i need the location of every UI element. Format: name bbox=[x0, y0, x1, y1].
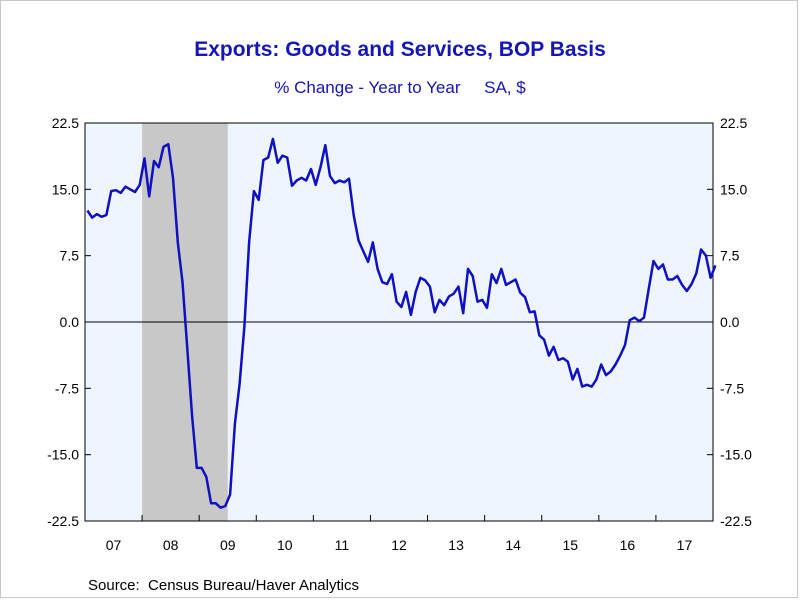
x-tick-label: 17 bbox=[677, 537, 693, 553]
chart-subtitle: % Change - Year to Year SA, $ bbox=[0, 78, 800, 98]
x-tick-label: 14 bbox=[505, 537, 521, 553]
y-tick-label-right: 7.5 bbox=[720, 248, 740, 264]
x-tick-label: 13 bbox=[448, 537, 464, 553]
source-note: Source: Census Bureau/Haver Analytics bbox=[88, 577, 359, 594]
y-tick-label-left: 7.5 bbox=[60, 248, 80, 264]
subtitle-right: SA, $ bbox=[484, 78, 526, 97]
x-tick-label: 09 bbox=[220, 537, 236, 553]
y-tick-label-left: 0.0 bbox=[60, 314, 80, 330]
y-tick-label-right: 15.0 bbox=[720, 181, 747, 197]
y-tick-label-left: -15.0 bbox=[47, 447, 79, 463]
y-tick-label-right: -15.0 bbox=[720, 447, 752, 463]
x-tick-label: 11 bbox=[335, 537, 350, 553]
y-tick-label-right: -22.5 bbox=[720, 513, 752, 529]
y-tick-label-left: 15.0 bbox=[52, 181, 79, 197]
series-line bbox=[86, 137, 717, 509]
y-tick-label-left: -22.5 bbox=[47, 513, 79, 529]
y-tick-label-right: 0.0 bbox=[720, 314, 740, 330]
y-tick-label-left: 22.5 bbox=[52, 115, 79, 131]
x-tick-label: 10 bbox=[277, 537, 293, 553]
x-tick-label: 08 bbox=[163, 537, 179, 553]
y-tick-label-right: -7.5 bbox=[720, 380, 744, 396]
x-tick-label: 15 bbox=[562, 537, 578, 553]
chart-title: Exports: Goods and Services, BOP Basis bbox=[194, 38, 606, 61]
x-tick-label: 16 bbox=[620, 537, 636, 553]
y-tick-label-left: -7.5 bbox=[55, 380, 79, 396]
y-tick-label-right: 22.5 bbox=[720, 115, 747, 131]
x-tick-label: 07 bbox=[106, 537, 122, 553]
subtitle-left: % Change - Year to Year bbox=[274, 78, 461, 97]
plot-border bbox=[84, 122, 714, 522]
x-tick-label: 12 bbox=[391, 537, 407, 553]
